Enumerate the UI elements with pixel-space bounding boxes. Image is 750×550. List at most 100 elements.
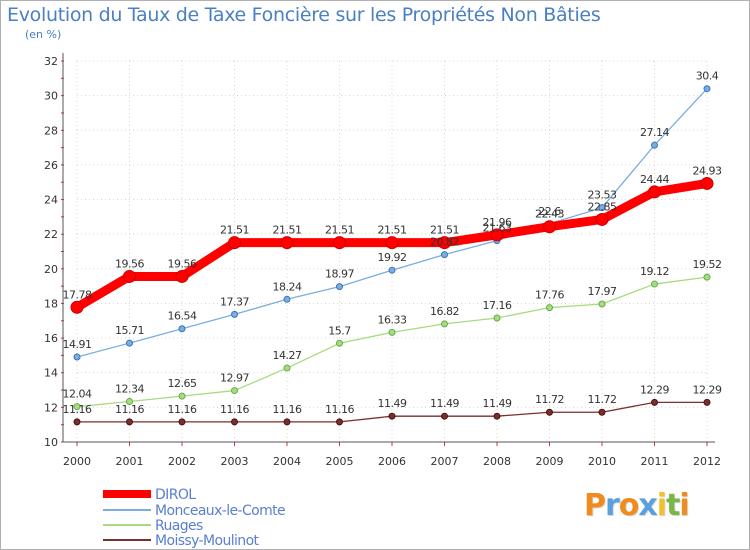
x-tick-label: 2001 (116, 455, 144, 468)
data-label: 18.97 (325, 268, 354, 281)
data-label: 21.96 (483, 216, 512, 229)
y-tick-label: 28 (44, 124, 58, 137)
y-tick-label: 30 (44, 90, 58, 103)
data-point (175, 269, 189, 283)
data-label: 24.44 (640, 173, 669, 186)
data-label: 12.34 (115, 382, 144, 395)
data-label: 12.65 (168, 377, 197, 390)
x-tick-labels: 2000 2001 2002 2003 2004 2005 2006 2007 2008 2009… (63, 455, 721, 468)
data-point (178, 418, 186, 426)
legend-label: Ruages (155, 518, 203, 534)
y-tick-label: 16 (44, 332, 58, 345)
data-label: 11.72 (588, 393, 617, 406)
y-tick-label: 32 (44, 55, 58, 68)
data-point (598, 408, 606, 416)
data-label: 19.52 (693, 258, 722, 271)
data-point (598, 300, 606, 308)
data-point (126, 397, 133, 405)
data-label: 17.97 (588, 285, 617, 298)
data-label: 11.16 (168, 403, 197, 416)
data-label: 14.91 (63, 338, 92, 351)
data-point (280, 236, 294, 250)
data-point (703, 398, 711, 406)
data-point (73, 353, 81, 361)
data-label: 30.4 (696, 70, 719, 83)
data-label: 11.49 (378, 397, 407, 410)
data-label: 19.92 (378, 251, 407, 264)
x-tick-label: 2011 (641, 455, 669, 468)
data-point (546, 304, 553, 312)
data-label: 21.51 (378, 224, 407, 237)
x-tick-label: 2002 (168, 455, 196, 468)
data-label: 11.49 (483, 397, 512, 410)
data-label: 21.51 (220, 224, 249, 237)
data-label: 18.24 (273, 280, 302, 293)
logo-letter: i (679, 488, 689, 523)
data-point (231, 310, 238, 318)
data-point (283, 418, 291, 426)
data-point (336, 339, 343, 347)
y-tick-label: 24 (44, 194, 58, 207)
data-label: 12.29 (693, 383, 722, 396)
data-point (333, 236, 346, 250)
data-point (388, 266, 396, 274)
x-tick-label: 2009 (536, 455, 564, 468)
y-tick-label: 18 (44, 297, 58, 310)
x-tick-label: 2010 (588, 455, 616, 468)
data-point (648, 185, 661, 199)
series-lines (70, 85, 714, 426)
data-label: 11.49 (430, 397, 459, 410)
data-point (283, 295, 291, 303)
x-tick-label: 2008 (483, 455, 511, 468)
y-tick-label: 26 (44, 159, 58, 172)
data-label: 11.16 (63, 403, 92, 416)
logo-letter: i (656, 488, 667, 523)
grid-lines (76, 60, 708, 443)
data-point (651, 398, 658, 406)
data-point (70, 300, 84, 314)
y-tick-label: 20 (44, 263, 58, 276)
chart-subtitle: (en %) (25, 28, 62, 41)
data-point (546, 408, 553, 416)
logo-letter: t (666, 488, 680, 523)
legend-label: Moissy-Moulinot (155, 533, 260, 549)
x-tick-label: 2000 (63, 455, 91, 468)
data-labels: 17.78 19.56 19.56 21.51 21.51 21.51 21.51 21.51… (63, 70, 723, 416)
data-point (441, 412, 448, 420)
data-label: 21.51 (325, 224, 354, 237)
y-tick-label: 14 (44, 367, 58, 380)
data-point (231, 418, 238, 426)
chart-title: Evolution du Taux de Taxe Foncière sur l… (7, 4, 601, 26)
data-point (441, 251, 448, 259)
data-label: 21.51 (273, 224, 302, 237)
logo-letter: r (605, 488, 620, 523)
legend-label: DIROL (155, 487, 196, 503)
data-label: 21.51 (430, 224, 459, 237)
data-point (595, 212, 609, 226)
data-point (651, 141, 658, 149)
data-point (388, 412, 396, 420)
data-label: 15.7 (328, 324, 351, 337)
data-label: 16.82 (430, 305, 459, 318)
data-point (388, 328, 396, 336)
x-tick-label: 2007 (431, 455, 459, 468)
data-label: 17.37 (220, 295, 249, 308)
data-point (178, 325, 186, 333)
data-label: 19.56 (168, 257, 197, 270)
data-label: 17.16 (483, 299, 512, 312)
data-point (651, 280, 658, 288)
data-point (493, 314, 501, 322)
legend: DIROLMonceaux-le-ComteRuagesMoissy-Mouli… (103, 487, 286, 549)
x-tick-label: 2006 (378, 455, 406, 468)
data-point (703, 85, 711, 93)
y-tick-label: 22 (44, 228, 58, 241)
data-point (493, 412, 501, 420)
data-label: 12.04 (63, 388, 92, 401)
data-point (178, 392, 186, 400)
data-label: 17.78 (63, 288, 92, 301)
data-point (126, 339, 133, 347)
data-label: 12.29 (640, 383, 669, 396)
data-label: 15.71 (115, 324, 144, 337)
data-label: 14.27 (273, 349, 302, 362)
